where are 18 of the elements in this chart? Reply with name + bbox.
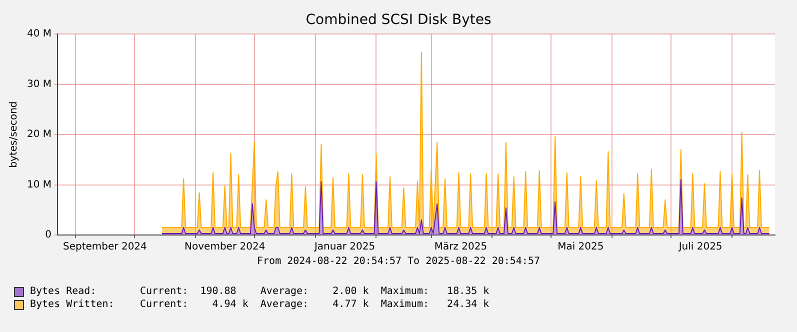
y-tick-label: 40 M <box>27 28 52 40</box>
text: Current: 4.94 k Average: 4.77 k Maximum: 24.34 k <box>140 299 490 310</box>
x-tick-label: Mai 2025 <box>558 242 604 253</box>
x-tick-label: November 2024 <box>184 242 266 253</box>
text: From 2024-08-22 20:54:57 To 2025-08-22 20:54:57 <box>256 256 541 267</box>
x-tick-label: September 2024 <box>63 242 147 253</box>
y-axis-title: bytes/second <box>8 101 20 168</box>
legend-label: Bytes Written: <box>30 299 116 310</box>
x-tick-label: März 2025 <box>434 242 488 253</box>
y-tick-label: 0 <box>45 230 52 241</box>
y-tick-label: 20 M <box>27 129 52 140</box>
x-tick-label: Januar 2025 <box>313 242 376 253</box>
x-tick-label: Juli 2025 <box>678 242 722 253</box>
y-tick-label: 30 M <box>27 78 52 90</box>
y-tick-label: 10 M <box>27 179 52 190</box>
chart-title: Combined SCSI Disk Bytes <box>304 12 492 28</box>
legend-label: Bytes Read: <box>30 286 98 297</box>
text: Current: 190.88 Average: 2.00 k Maximum: 18.35 k <box>140 286 490 297</box>
